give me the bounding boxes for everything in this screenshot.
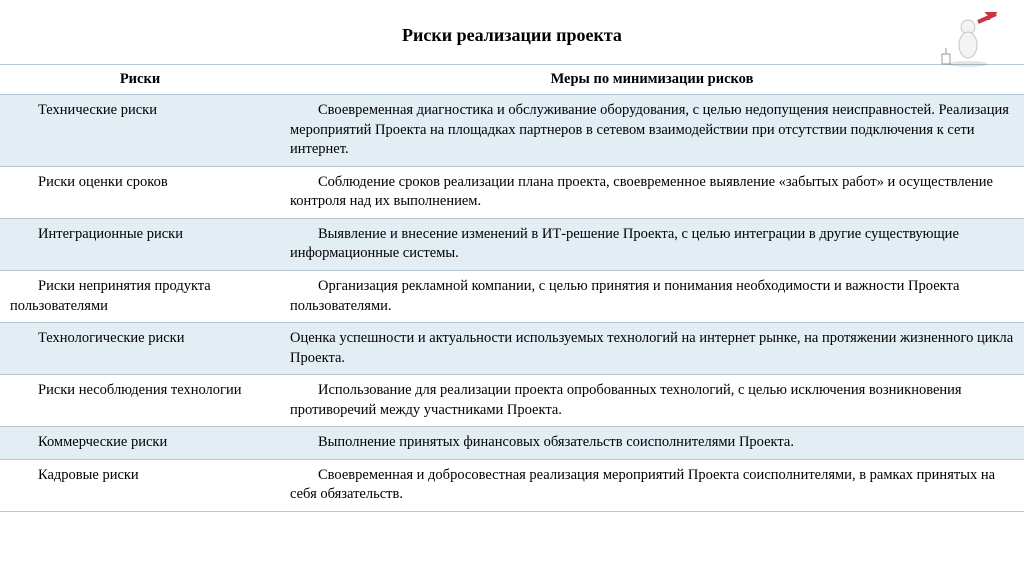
table-row: Коммерческие риски Выполнение принятых фи… <box>0 427 1024 460</box>
risk-cell: Риски несоблюдения технологии <box>0 375 280 427</box>
risk-cell: Кадровые риски <box>0 459 280 511</box>
risk-label: Риски несоблюдения технологии <box>10 381 270 401</box>
risk-cell: Риски оценки сроков <box>0 166 280 218</box>
risk-cell: Интеграционные риски <box>0 218 280 270</box>
measure-text: Оценка успешности и актуальности использ… <box>290 329 1014 368</box>
risk-label: Риски оценки сроков <box>10 173 270 193</box>
table-row: Интеграционные риски Выявление и внесение… <box>0 218 1024 270</box>
measure-text: Использование для реализации проекта опр… <box>290 381 1014 420</box>
risk-label: Технические риски <box>10 101 270 121</box>
table-row: Риски оценки сроков Соблюдение сроков реа… <box>0 166 1024 218</box>
table-row: Кадровые риски Своевременная и добросовес… <box>0 459 1024 511</box>
table-row: Риски непринятия продукта пользователями… <box>0 270 1024 322</box>
risk-label: Риски непринятия продукта пользователями <box>10 277 270 316</box>
measure-cell: Использование для реализации проекта опр… <box>280 375 1024 427</box>
measure-text: Своевременная диагностика и обслуживание… <box>290 101 1014 160</box>
risk-label: Интеграционные риски <box>10 225 270 245</box>
measure-cell: Выполнение принятых финансовых обязатель… <box>280 427 1024 460</box>
measure-cell: Организация рекламной компании, с целью … <box>280 270 1024 322</box>
measure-text: Выполнение принятых финансовых обязатель… <box>290 433 1014 453</box>
risk-label: Кадровые риски <box>10 466 270 486</box>
risk-cell: Коммерческие риски <box>0 427 280 460</box>
risk-table: Риски Меры по минимизации рисков Техниче… <box>0 64 1024 512</box>
page-title: Риски реализации проекта <box>402 25 622 45</box>
risk-cell: Технологические риски <box>0 323 280 375</box>
measure-cell: Соблюдение сроков реализации плана проек… <box>280 166 1024 218</box>
risk-label: Технологические риски <box>10 329 270 349</box>
title-bar: Риски реализации проекта <box>0 0 1024 64</box>
table-header-row: Риски Меры по минимизации рисков <box>0 65 1024 95</box>
measure-cell: Оценка успешности и актуальности использ… <box>280 323 1024 375</box>
decorative-figure-icon <box>936 12 1006 67</box>
measure-text: Соблюдение сроков реализации плана проек… <box>290 173 1014 212</box>
header-risks: Риски <box>0 65 280 95</box>
table-row: Технические риски Своевременная диагности… <box>0 95 1024 167</box>
table-row: Технологические риски Оценка успешности и… <box>0 323 1024 375</box>
measure-cell: Своевременная и добросовестная реализаци… <box>280 459 1024 511</box>
table-row: Риски несоблюдения технологии Использован… <box>0 375 1024 427</box>
risk-cell: Технические риски <box>0 95 280 167</box>
risk-label: Коммерческие риски <box>10 433 270 453</box>
measure-text: Организация рекламной компании, с целью … <box>290 277 1014 316</box>
header-measures: Меры по минимизации рисков <box>280 65 1024 95</box>
measure-text: Своевременная и добросовестная реализаци… <box>290 466 1014 505</box>
measure-cell: Своевременная диагностика и обслуживание… <box>280 95 1024 167</box>
risk-cell: Риски непринятия продукта пользователями <box>0 270 280 322</box>
measure-cell: Выявление и внесение изменений в ИТ-реше… <box>280 218 1024 270</box>
measure-text: Выявление и внесение изменений в ИТ-реше… <box>290 225 1014 264</box>
